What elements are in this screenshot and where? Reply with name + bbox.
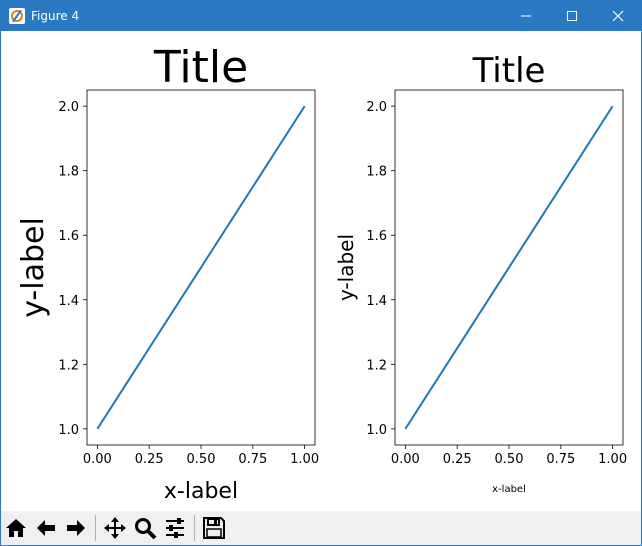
series-line <box>96 105 306 430</box>
y-tick-label: 1.6 <box>58 229 79 244</box>
x-tick-label: 0.25 <box>135 452 164 467</box>
home-icon <box>6 519 26 537</box>
figure-canvas[interactable]: 0.00 0.25 0.50 0.75 1.00 1.0 1.2 1.4 1.6 1.8 2.0 Ti… <box>1 31 641 511</box>
y-tick-label: 1.2 <box>58 358 79 373</box>
maximize-icon <box>567 11 577 21</box>
x-tick-label: 1.00 <box>598 452 627 467</box>
navigation-toolbar <box>1 511 641 545</box>
y-tick-label: 1.4 <box>366 294 387 309</box>
y-tick-label: 1.0 <box>366 423 387 438</box>
x-tick-label: 0.75 <box>238 452 267 467</box>
series-line <box>404 105 614 430</box>
matplotlib-icon <box>9 8 25 24</box>
x-axis-label: x-label <box>164 479 238 504</box>
title-bar[interactable]: Figure 4 <box>1 1 641 31</box>
pan-button[interactable] <box>101 514 129 542</box>
y-axis-label: y-label <box>334 234 358 301</box>
toolbar-separator <box>95 515 96 541</box>
save-icon <box>203 517 225 539</box>
forward-arrow-icon <box>67 520 85 536</box>
y-tick-label: 2.0 <box>366 100 387 115</box>
x-tick-label: 0.75 <box>546 452 575 467</box>
y-tick-label: 1.2 <box>366 358 387 373</box>
window-controls <box>503 1 641 31</box>
configure-subplots-icon <box>166 518 184 538</box>
chart-title: Title <box>153 42 248 93</box>
forward-button[interactable] <box>62 514 90 542</box>
close-button[interactable] <box>595 1 641 31</box>
x-axis-label: x-label <box>492 484 526 495</box>
x-tick-label: 1.00 <box>290 452 319 467</box>
chart-title: Title <box>472 51 546 91</box>
x-tick-label: 0.50 <box>187 452 216 467</box>
minimize-icon <box>521 15 531 17</box>
x-tick-label: 0.50 <box>495 452 524 467</box>
configure-subplots-button[interactable] <box>161 514 189 542</box>
home-button[interactable] <box>2 514 30 542</box>
zoom-icon <box>135 518 157 540</box>
close-icon <box>612 10 624 22</box>
y-axis-label: y-label <box>16 217 51 318</box>
toolbar-separator <box>194 515 195 541</box>
y-tick-label: 2.0 <box>58 100 79 115</box>
minimize-button[interactable] <box>503 1 549 31</box>
y-tick-label: 1.4 <box>58 294 79 309</box>
y-tick-label: 1.0 <box>58 423 79 438</box>
window-title: Figure 4 <box>31 9 80 23</box>
y-tick-label: 1.8 <box>58 165 79 180</box>
x-tick-label: 0.00 <box>391 452 420 467</box>
x-tick-label: 0.25 <box>443 452 472 467</box>
zoom-button[interactable] <box>131 514 159 542</box>
back-arrow-icon <box>37 520 55 536</box>
y-tick-label: 1.8 <box>366 165 387 180</box>
x-tick-label: 0.00 <box>83 452 112 467</box>
y-tick-label: 1.6 <box>366 229 387 244</box>
back-button[interactable] <box>32 514 60 542</box>
save-button[interactable] <box>200 514 228 542</box>
maximize-button[interactable] <box>549 1 595 31</box>
pan-icon <box>104 517 126 539</box>
